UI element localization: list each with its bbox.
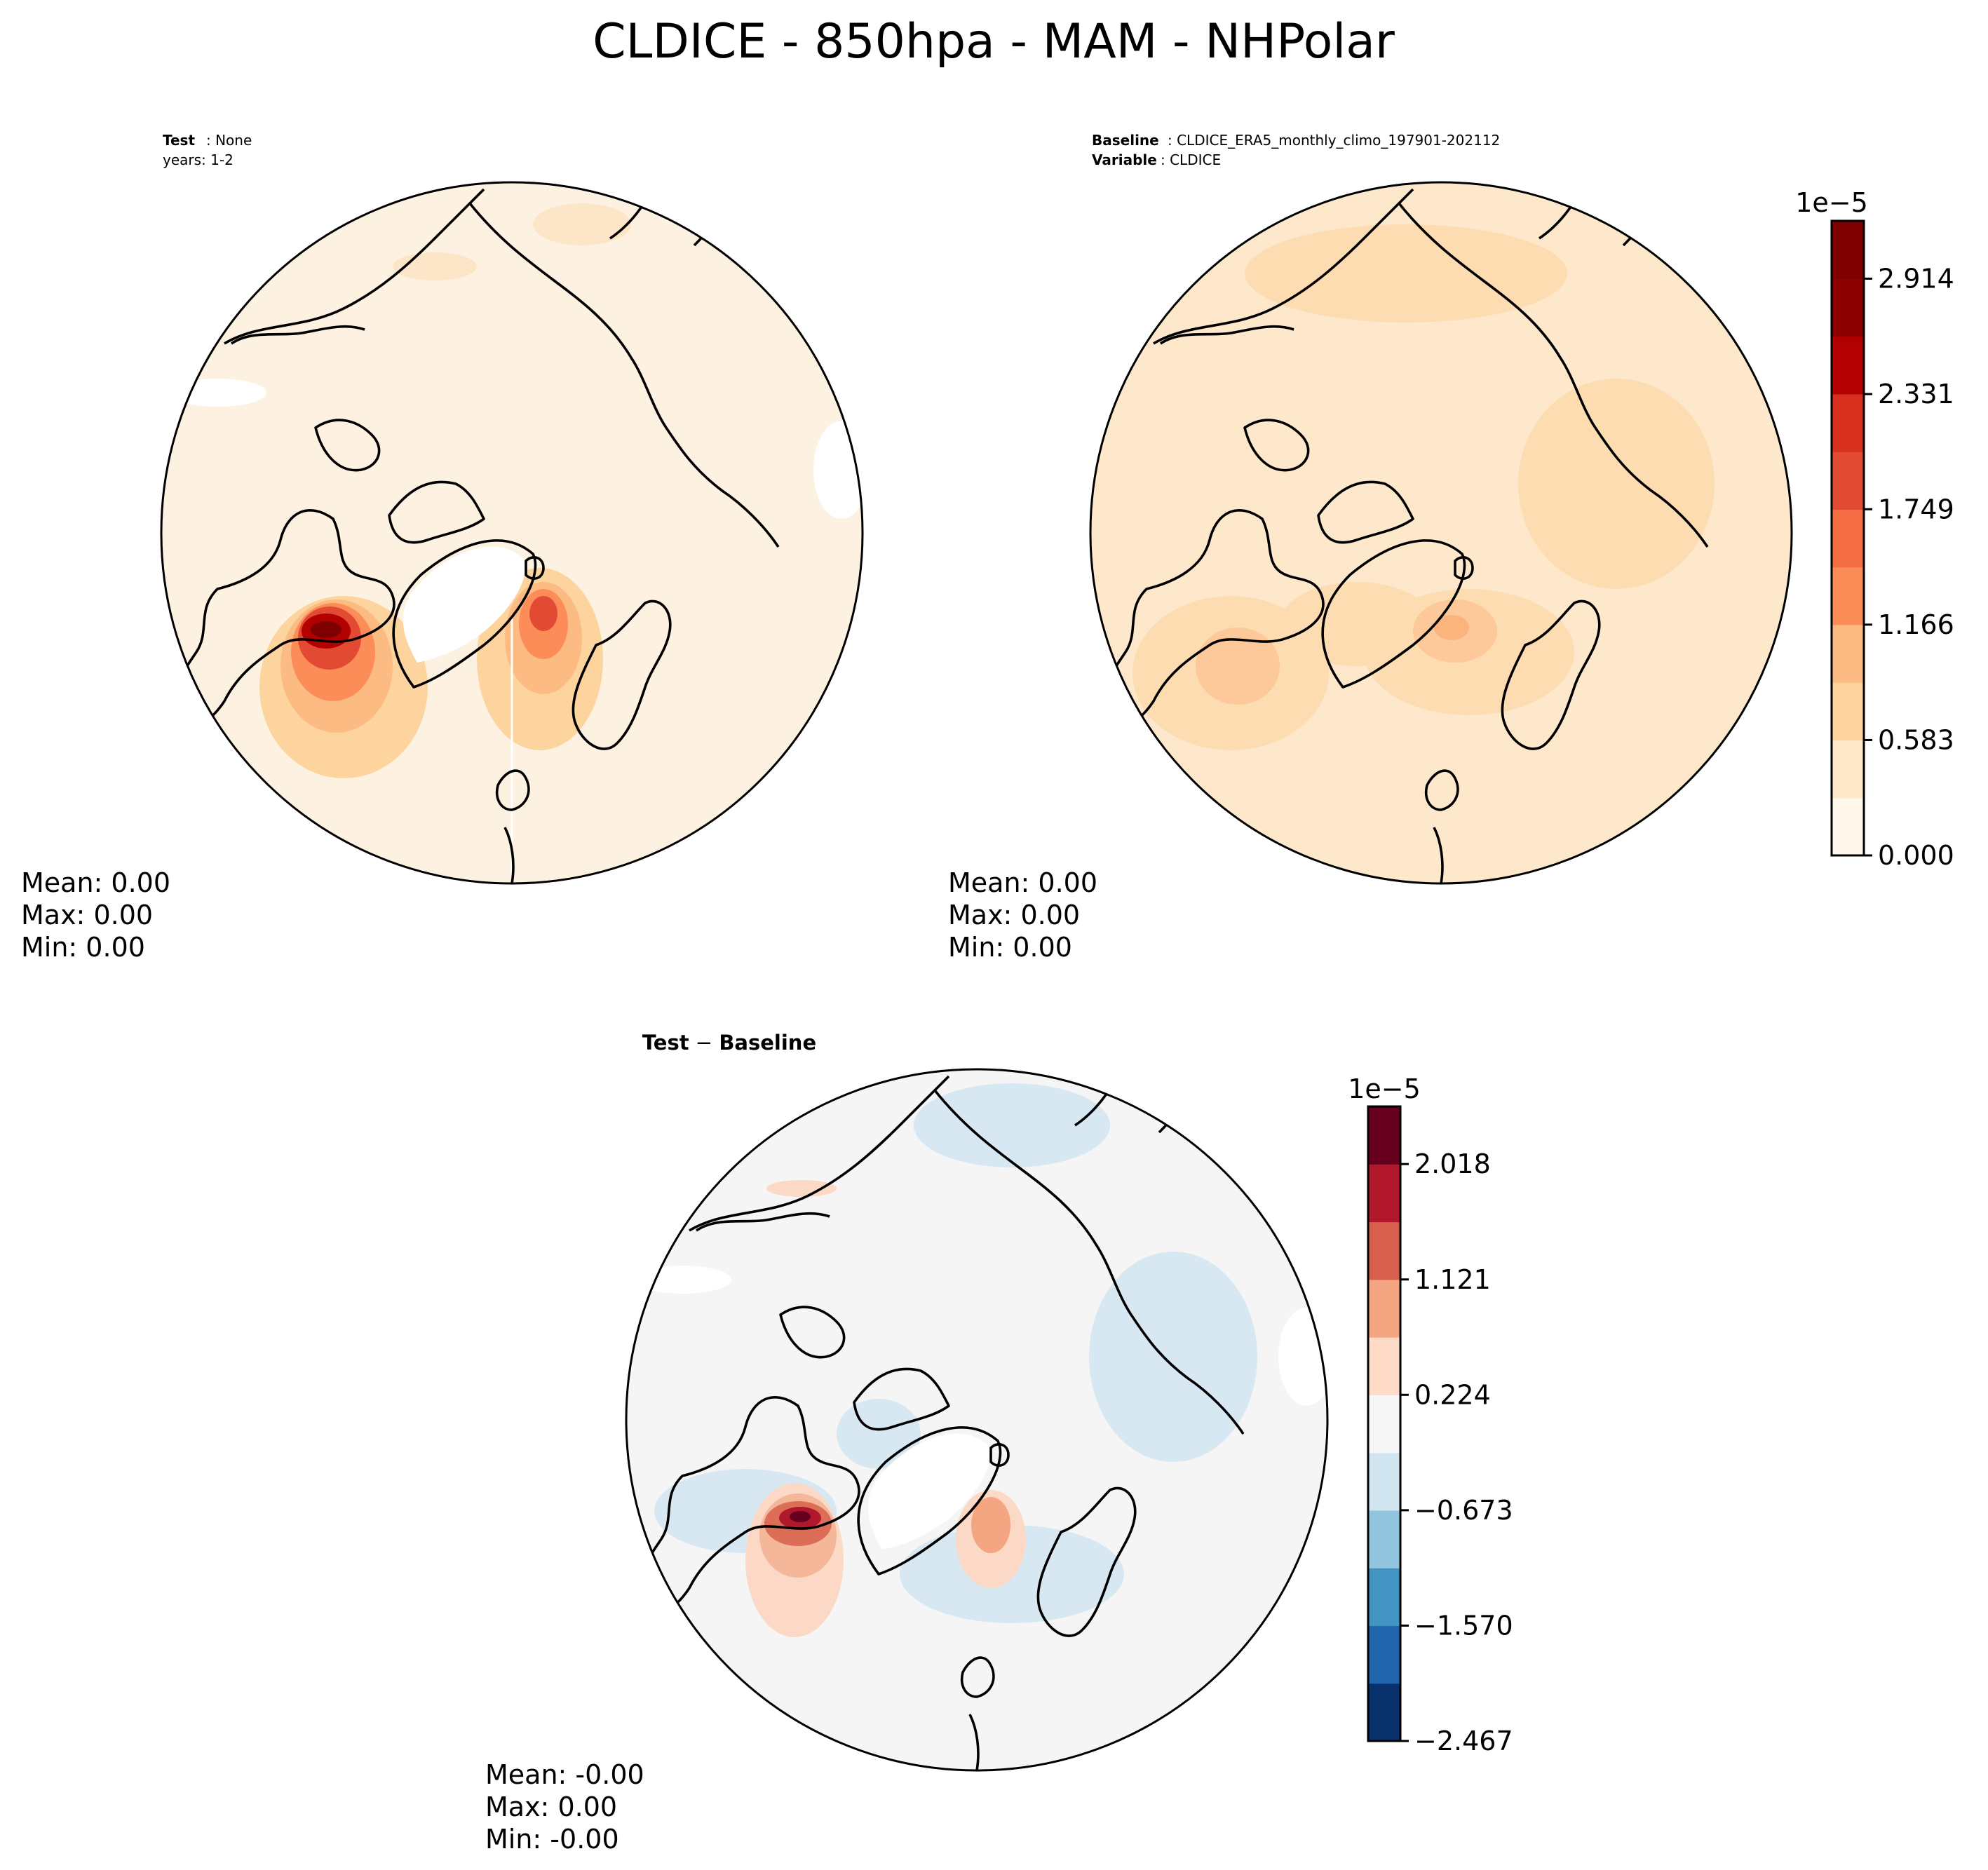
baseline-colorbar-segment — [1832, 567, 1864, 625]
test-panel: Test : None years: 1-2 — [21, 132, 864, 963]
baseline-colorbar-tick-label: 2.914 — [1878, 263, 1954, 294]
test-map — [160, 181, 864, 885]
difference-colorbar-segment — [1368, 1625, 1400, 1684]
difference-field-pos-north — [766, 1180, 837, 1197]
difference-colorbar-segment — [1368, 1337, 1400, 1395]
baseline-colorbar-segment — [1832, 797, 1864, 856]
baseline-map — [1089, 181, 1793, 885]
baseline-colorbar: 2.914 2.331 1.749 1.166 0.583 0.000 — [1830, 219, 1954, 871]
baseline-colorbar-segment — [1832, 682, 1864, 741]
difference-colorbar-scale: 1e−5 — [1348, 1073, 1421, 1104]
test-header-years: years: 1-2 — [163, 151, 234, 168]
baseline-map-border — [1089, 181, 1793, 885]
figure-title: CLDICE - 850hpa - MAM - NHPolar — [593, 14, 1395, 69]
baseline-stat-mean: Mean: 0.00 — [948, 867, 1097, 898]
baseline-colorbar-segment — [1832, 221, 1864, 279]
baseline-stat-max: Max: 0.00 — [948, 900, 1080, 930]
difference-colorbar-tick-label: −0.673 — [1414, 1495, 1513, 1526]
difference-title-baseline: Baseline — [719, 1031, 816, 1055]
difference-colorbar-border — [1367, 1105, 1402, 1742]
difference-stat-max: Max: 0.00 — [485, 1791, 617, 1822]
baseline-colorbar-segment — [1832, 278, 1864, 337]
baseline-colorbar-segment — [1832, 393, 1864, 452]
baseline-colorbar-tick-label: 1.166 — [1878, 609, 1954, 640]
difference-colorbar-tick-label: −2.467 — [1414, 1726, 1513, 1756]
difference-colorbar-segment — [1368, 1279, 1400, 1338]
difference-title-test: Test — [642, 1031, 689, 1055]
test-stat-max: Max: 0.00 — [21, 900, 153, 930]
variable-header-value: : CLDICE — [1161, 151, 1221, 168]
difference-greenland-mask — [867, 1433, 990, 1550]
baseline-colorbar-tick-label: 2.331 — [1878, 379, 1954, 409]
difference-field-neg-east — [1089, 1252, 1257, 1462]
test-field-norway-3 — [529, 596, 557, 631]
baseline-colorbar-segment — [1832, 624, 1864, 683]
difference-colorbar-tick-label: 1.121 — [1414, 1264, 1491, 1295]
difference-field-neg-north — [914, 1083, 1110, 1167]
difference-colorbar-segment — [1368, 1221, 1400, 1280]
difference-colorbar-tick-label: −1.570 — [1414, 1610, 1513, 1641]
difference-colorbar-segment — [1368, 1510, 1400, 1569]
baseline-stat-min: Min: 0.00 — [948, 932, 1072, 963]
difference-colorbar-segment — [1368, 1106, 1400, 1165]
baseline-colorbar-tick-label: 0.000 — [1878, 840, 1954, 871]
test-greenland-mask — [403, 546, 525, 663]
difference-mask-west — [633, 1266, 731, 1294]
difference-title-op: − — [689, 1031, 719, 1055]
baseline-colorbar-segment — [1832, 740, 1864, 799]
test-mask-west — [168, 379, 266, 407]
baseline-colorbar-tick-label: 0.583 — [1878, 724, 1954, 755]
baseline-colorbar-tick-label: 1.749 — [1878, 494, 1954, 524]
baseline-header-value: : CLDICE_ERA5_monthly_climo_197901-20211… — [1168, 132, 1500, 149]
baseline-colorbar-segment — [1832, 509, 1864, 568]
baseline-panel: Baseline : CLDICE_ERA5_monthly_climo_197… — [948, 132, 1954, 963]
difference-colorbar-segment — [1368, 1568, 1400, 1627]
test-map-border — [160, 181, 864, 885]
difference-colorbar-segment — [1368, 1164, 1400, 1223]
baseline-field-labrador-core — [1196, 628, 1280, 705]
svg-text:Test − Baseline: Test − Baseline — [642, 1031, 816, 1055]
difference-colorbar-tick-label: 0.224 — [1414, 1379, 1491, 1410]
baseline-colorbar-segment — [1832, 336, 1864, 395]
difference-title: Test − Baseline — [642, 1031, 816, 1055]
difference-map — [625, 1068, 1329, 1772]
difference-stat-min: Min: -0.00 — [485, 1824, 619, 1855]
difference-panel: Test − Baseline — [485, 1031, 1513, 1855]
variable-header-label: Variable — [1092, 151, 1157, 168]
difference-colorbar-segment — [1368, 1683, 1400, 1742]
difference-colorbar-tick-label: 2.018 — [1414, 1149, 1491, 1179]
test-header-value: : None — [206, 132, 252, 149]
test-field-baffin-5 — [311, 621, 342, 638]
baseline-field-atlantic-peak — [1434, 615, 1469, 640]
baseline-header-label: Baseline — [1092, 132, 1159, 149]
difference-colorbar-segment — [1368, 1395, 1400, 1454]
test-field-blob-north — [533, 203, 631, 245]
baseline-field-east — [1518, 379, 1715, 589]
difference-field-baffin-4 — [790, 1511, 811, 1522]
difference-stat-mean: Mean: -0.00 — [485, 1759, 644, 1790]
difference-field-norway-core — [971, 1497, 1010, 1553]
baseline-colorbar-segment — [1832, 452, 1864, 510]
difference-colorbar-segment — [1368, 1452, 1400, 1511]
baseline-colorbar-border — [1830, 219, 1865, 857]
difference-colorbar: 2.018 1.121 0.224 −0.673 −1.570 −2.467 — [1367, 1105, 1513, 1756]
test-header-label: Test — [163, 132, 195, 149]
test-stat-mean: Mean: 0.00 — [21, 867, 170, 898]
baseline-field-north — [1245, 224, 1567, 323]
difference-map-border — [625, 1068, 1329, 1772]
baseline-colorbar-scale: 1e−5 — [1795, 187, 1868, 218]
test-stat-min: Min: 0.00 — [21, 932, 145, 963]
